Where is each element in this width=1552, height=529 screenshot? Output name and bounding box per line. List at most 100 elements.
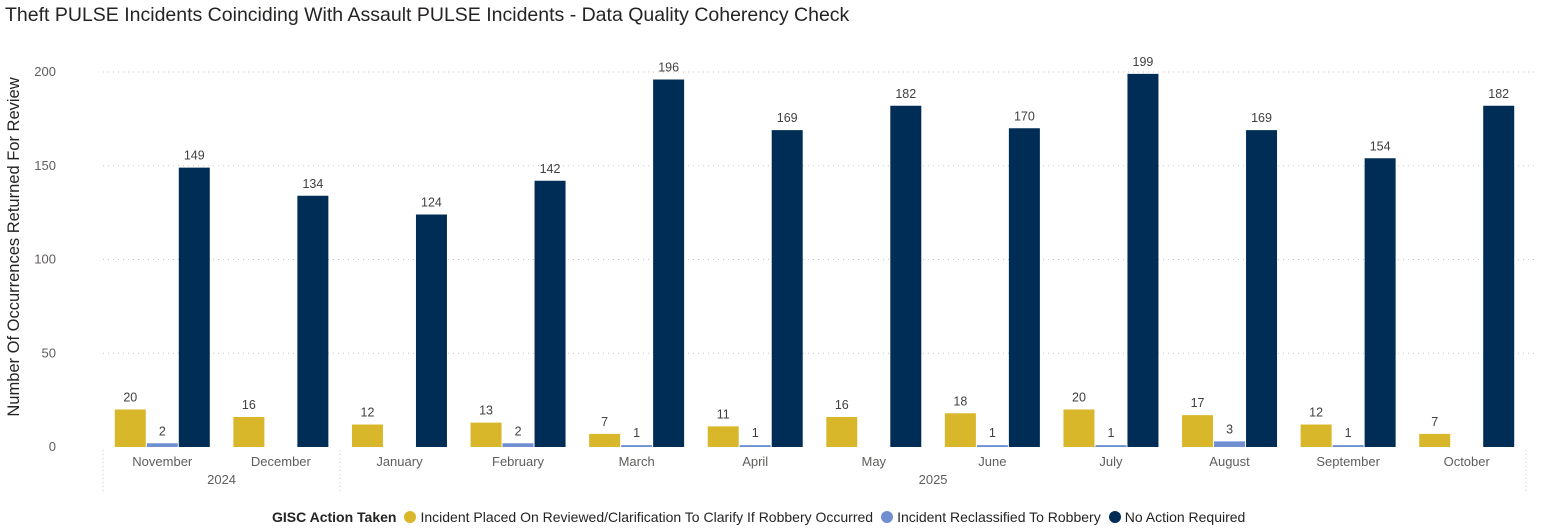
year-group-label: 2024 — [207, 472, 236, 487]
data-label: 20 — [1072, 391, 1086, 405]
bar[interactable] — [621, 445, 653, 447]
data-label: 20 — [123, 391, 137, 405]
bar[interactable] — [1332, 445, 1364, 447]
bar[interactable] — [890, 105, 922, 447]
data-label: 124 — [421, 196, 442, 210]
data-label: 7 — [601, 415, 608, 429]
legend-label-reclassified: Incident Reclassified To Robbery — [897, 509, 1101, 525]
bar[interactable] — [826, 417, 858, 447]
legend-label-reviewed: Incident Placed On Reviewed/Clarificatio… — [420, 509, 874, 525]
y-tick-label: 150 — [34, 158, 56, 173]
legend: GISC Action Taken Incident Placed On Rev… — [272, 509, 1253, 525]
data-label: 1 — [752, 426, 759, 440]
data-label: 1 — [989, 426, 996, 440]
bar[interactable] — [470, 422, 502, 447]
data-label: 13 — [479, 404, 493, 418]
legend-item-reclassified[interactable]: Incident Reclassified To Robbery — [881, 509, 1101, 525]
data-label: 182 — [895, 87, 916, 101]
data-label: 18 — [953, 394, 967, 408]
y-axis: 0 50 100 150 200 — [34, 64, 56, 454]
y-tick-label: 100 — [34, 252, 56, 267]
data-label: 1 — [1345, 426, 1352, 440]
legend-dot-reclassified — [881, 511, 894, 523]
bar[interactable] — [534, 180, 566, 447]
data-label: 134 — [302, 177, 323, 191]
bar[interactable] — [178, 167, 210, 447]
bar[interactable] — [1095, 445, 1127, 447]
data-label: 182 — [1488, 87, 1509, 101]
bars — [114, 73, 1515, 448]
bar[interactable] — [1127, 73, 1159, 447]
bar[interactable] — [976, 445, 1008, 447]
data-label: 142 — [540, 162, 561, 176]
data-label: 2 — [515, 424, 522, 438]
data-label: 12 — [1309, 406, 1323, 420]
bar[interactable] — [1246, 130, 1278, 447]
data-label: 12 — [361, 406, 375, 420]
bar[interactable] — [1483, 105, 1515, 447]
x-tick-label: November — [132, 454, 193, 469]
legend-label-no-action: No Action Required — [1124, 509, 1246, 525]
year-group-label: 2025 — [919, 472, 948, 487]
data-label: 7 — [1431, 415, 1438, 429]
y-tick-label: 200 — [34, 64, 56, 79]
x-axis: November December January February March Apri… — [102, 450, 1527, 492]
x-tick-label: February — [492, 454, 545, 469]
data-label: 17 — [1191, 396, 1205, 410]
bar[interactable] — [415, 214, 447, 448]
x-tick-label: December — [251, 454, 312, 469]
x-tick-label: March — [619, 454, 655, 469]
chart-title: Theft PULSE Incidents Coinciding With As… — [5, 4, 850, 26]
data-label: 16 — [242, 398, 256, 412]
data-label: 3 — [1226, 422, 1233, 436]
bar[interactable] — [351, 424, 383, 448]
bar[interactable] — [771, 130, 803, 447]
data-label: 16 — [835, 398, 849, 412]
x-tick-label: September — [1316, 454, 1380, 469]
bar[interactable] — [1364, 158, 1396, 447]
data-label: 154 — [1370, 139, 1391, 153]
x-tick-label: April — [742, 454, 768, 469]
bar[interactable] — [1008, 128, 1040, 447]
data-label: 170 — [1014, 109, 1035, 123]
legend-item-no-action[interactable]: No Action Required — [1108, 509, 1246, 525]
bar[interactable] — [297, 195, 329, 447]
bar[interactable] — [739, 445, 771, 447]
bar[interactable] — [1182, 415, 1214, 447]
data-label: 169 — [1251, 111, 1272, 125]
bar[interactable] — [502, 443, 534, 447]
bar[interactable] — [944, 413, 976, 447]
legend-dot-reviewed — [404, 511, 417, 523]
bar[interactable] — [1300, 424, 1332, 448]
data-label: 196 — [658, 61, 679, 75]
bar[interactable] — [1214, 441, 1246, 447]
bar[interactable] — [589, 433, 621, 447]
x-tick-label: October — [1444, 454, 1491, 469]
data-label: 169 — [777, 111, 798, 125]
x-tick-label: May — [862, 454, 887, 469]
data-label: 1 — [633, 426, 640, 440]
bar[interactable] — [707, 426, 739, 447]
data-labels: 2021491613412124132142711961111691618218… — [123, 55, 1509, 440]
gridlines — [103, 71, 1534, 354]
bar[interactable] — [233, 417, 265, 447]
bar[interactable] — [1419, 433, 1451, 447]
bar[interactable] — [653, 79, 685, 448]
legend-item-reviewed[interactable]: Incident Placed On Reviewed/Clarificatio… — [404, 509, 873, 525]
data-label: 11 — [717, 407, 730, 421]
legend-title: GISC Action Taken — [272, 509, 397, 525]
x-tick-label: August — [1209, 454, 1250, 469]
bar[interactable] — [1063, 409, 1095, 448]
y-tick-label: 50 — [42, 345, 56, 360]
bar[interactable] — [114, 409, 146, 448]
legend-dot-no-action — [1108, 511, 1121, 523]
bar[interactable] — [146, 443, 178, 447]
y-tick-label: 0 — [49, 439, 56, 454]
x-tick-label: January — [376, 454, 423, 469]
data-label: 2 — [159, 424, 166, 438]
data-label: 149 — [184, 149, 205, 163]
data-label: 199 — [1133, 55, 1154, 69]
y-axis-title: Number Of Occurrences Returned For Revie… — [5, 77, 23, 416]
data-label: 1 — [1107, 426, 1114, 440]
